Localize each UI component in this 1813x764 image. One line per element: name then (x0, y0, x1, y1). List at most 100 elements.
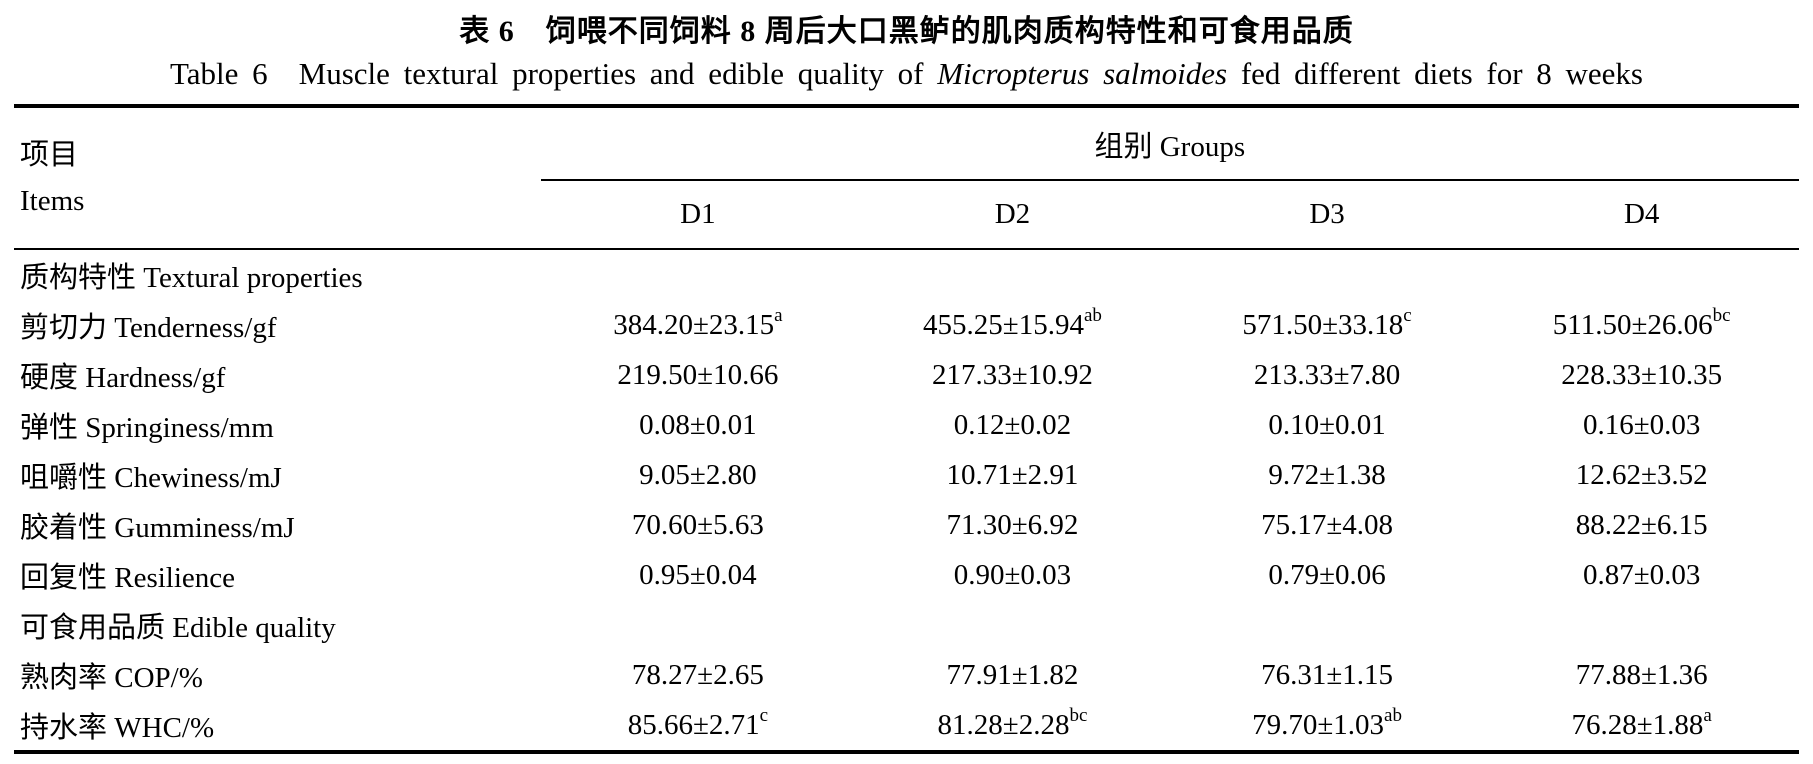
column-header-d4: D4 (1484, 180, 1799, 250)
value-cell (541, 249, 856, 300)
section-label: 质构特性 Textural properties (20, 262, 363, 294)
value-cell: 77.91±1.82 (855, 650, 1170, 700)
value-cell: 217.33±10.92 (855, 350, 1170, 400)
value-text: 0.12±0.02 (953, 408, 1072, 441)
value-cell: 228.33±10.35 (1484, 350, 1799, 400)
value-text: 0.16±0.03 (1582, 408, 1701, 441)
value-cell (855, 600, 1170, 650)
data-table: 项目 Items 组别 Groups D1 D2 D3 D4 质构特性 Text… (14, 104, 1799, 754)
value-text: 77.88±1.36 (1575, 658, 1708, 691)
table-row: 弹性 Springiness/mm 0.08±0.01 0.12±0.02 0.10±… (14, 400, 1799, 450)
table-container: 项目 Items 组别 Groups D1 D2 D3 D4 质构特性 Text… (14, 104, 1799, 754)
significance-superscript: bc (1712, 304, 1731, 326)
value-cell: 0.79±0.06 (1170, 550, 1485, 600)
row-label: 胶着性 Gumminess/mJ (20, 512, 295, 544)
title-english-suffix: fed different diets for 8 weeks (1227, 56, 1643, 91)
table-row: 熟肉率 COP/% 78.27±2.65 77.91±1.82 76.31±1.15 7… (14, 650, 1799, 700)
value-text: 88.22±6.15 (1575, 508, 1708, 541)
value-text: 0.95±0.04 (639, 558, 757, 591)
value-text: 219.50±10.66 (617, 358, 779, 391)
row-label: 硬度 Hardness/gf (20, 362, 226, 394)
value-text: 77.91±1.82 (946, 658, 1079, 691)
value-cell: 85.66±2.71c (541, 700, 856, 752)
value-text: 0.79±0.06 (1268, 558, 1386, 591)
value-text: 213.33±7.80 (1253, 358, 1401, 391)
groups-header-cell: 组别 Groups (540, 106, 1799, 181)
value-text: 0.08±0.01 (639, 408, 757, 441)
value-text: 9.05±2.80 (639, 458, 757, 491)
row-label: 持水率 WHC/% (20, 712, 215, 744)
value-text: 384.20±23.15 (613, 308, 775, 341)
value-cell: 0.95±0.04 (541, 550, 856, 600)
items-header-cn: 项目 (20, 139, 79, 171)
value-cell: 81.28±2.28bc (855, 700, 1170, 752)
value-cell: 88.22±6.15 (1484, 500, 1799, 550)
value-text: 79.70±1.03 (1252, 708, 1385, 741)
table-row: 剪切力 Tenderness/gf 384.20±23.15a 455.25±15.… (14, 300, 1799, 350)
value-cell: 70.60±5.63 (541, 500, 856, 550)
section-row: 质构特性 Textural properties (14, 249, 1799, 300)
significance-superscript: ab (1083, 304, 1102, 326)
value-cell: 9.72±1.38 (1170, 450, 1485, 500)
value-cell: 76.28±1.88a (1484, 700, 1799, 752)
value-text: 511.50±26.06 (1552, 308, 1713, 341)
value-cell: 77.88±1.36 (1484, 650, 1799, 700)
value-text: 571.50±33.18 (1242, 308, 1404, 341)
value-text: 0.90±0.03 (953, 558, 1072, 591)
value-text: 217.33±10.92 (932, 358, 1093, 391)
value-text: 85.66±2.71 (627, 708, 760, 741)
value-cell: 511.50±26.06bc (1484, 300, 1799, 350)
value-cell: 0.12±0.02 (855, 400, 1170, 450)
value-text: 76.31±1.15 (1261, 658, 1394, 691)
items-header-en: Items (20, 185, 85, 217)
value-cell (541, 600, 856, 650)
column-header-d2: D2 (855, 180, 1170, 250)
value-cell: 0.10±0.01 (1170, 400, 1485, 450)
value-cell (1484, 600, 1799, 650)
value-cell: 0.87±0.03 (1484, 550, 1799, 600)
value-cell: 71.30±6.92 (855, 500, 1170, 550)
row-label: 熟肉率 COP/% (20, 662, 203, 694)
significance-superscript: c (759, 704, 769, 726)
table-body: 质构特性 Textural properties 剪切力 Tenderness/g… (14, 249, 1799, 752)
value-cell (855, 249, 1170, 300)
value-cell: 571.50±33.18c (1170, 300, 1485, 350)
value-cell: 455.25±15.94ab (855, 300, 1170, 350)
species-name-italic: Micropterus salmoides (937, 56, 1228, 91)
value-text: 10.71±2.91 (946, 458, 1079, 491)
value-text: 76.28±1.88 (1571, 708, 1704, 741)
value-text: 12.62±3.52 (1575, 458, 1708, 491)
significance-superscript: a (1703, 704, 1712, 726)
table-row: 回复性 Resilience 0.95±0.04 0.90±0.03 0.79±0.0… (14, 550, 1799, 600)
value-cell: 10.71±2.91 (855, 450, 1170, 500)
value-cell: 0.16±0.03 (1484, 400, 1799, 450)
row-label: 咀嚼性 Chewiness/mJ (20, 462, 282, 494)
value-text: 78.27±2.65 (631, 658, 764, 691)
value-cell: 213.33±7.80 (1170, 350, 1485, 400)
row-label: 弹性 Springiness/mm (20, 412, 274, 444)
value-text: 75.17±4.08 (1261, 508, 1394, 541)
significance-superscript: a (774, 304, 783, 326)
table-title-english: Table 6 Muscle textural properties and e… (0, 52, 1813, 96)
diet-columns-header-row: D1 D2 D3 D4 (14, 180, 1799, 250)
value-cell: 219.50±10.66 (541, 350, 856, 400)
column-header-d3: D3 (1169, 180, 1485, 250)
value-text: 9.72±1.38 (1268, 458, 1386, 491)
table-row: 硬度 Hardness/gf 219.50±10.66 217.33±10.92 21… (14, 350, 1799, 400)
title-english-prefix: Table 6 Muscle textural properties and e… (170, 56, 938, 91)
value-cell (1170, 600, 1485, 650)
value-cell: 0.08±0.01 (541, 400, 856, 450)
row-label: 剪切力 Tenderness/gf (20, 312, 277, 344)
value-text: 228.33±10.35 (1561, 358, 1723, 391)
value-cell (1484, 249, 1799, 300)
section-row: 可食用品质 Edible quality (14, 600, 1799, 650)
table-row: 持水率 WHC/% 85.66±2.71c 81.28±2.28bc 79.70±1.… (14, 700, 1799, 752)
value-text: 0.87±0.03 (1582, 558, 1701, 591)
significance-superscript: ab (1384, 704, 1402, 726)
table-header: 项目 Items 组别 Groups D1 D2 D3 D4 (14, 106, 1799, 250)
value-text: 455.25±15.94 (923, 308, 1084, 341)
value-cell: 9.05±2.80 (541, 450, 856, 500)
value-cell: 79.70±1.03ab (1170, 700, 1485, 752)
row-label: 回复性 Resilience (20, 562, 236, 594)
